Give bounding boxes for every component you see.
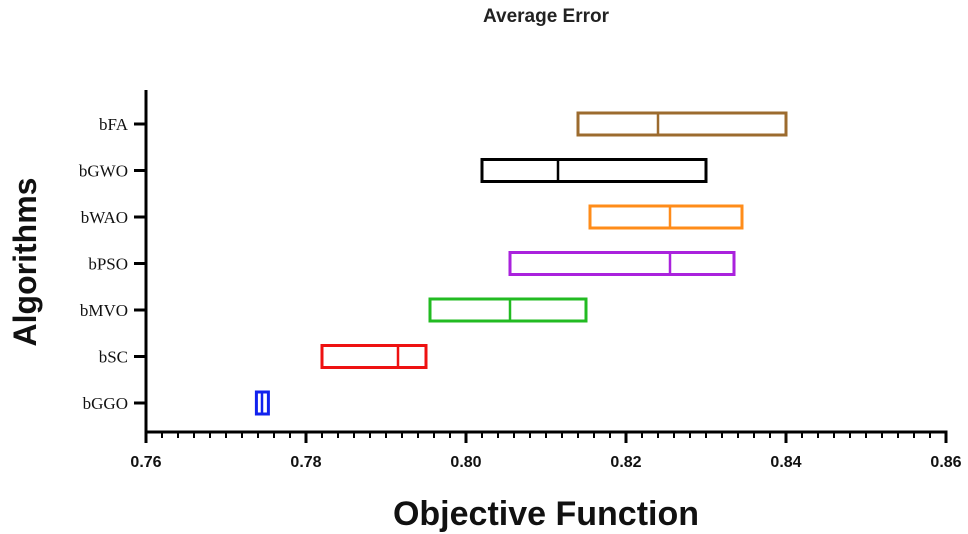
y-tick-label: bGGO xyxy=(83,394,128,413)
y-tick-label: bSC xyxy=(99,348,128,367)
y-tick-label: bMVO xyxy=(80,301,128,320)
chart-title: Average Error xyxy=(483,6,610,27)
axes: 0.76 0.78 0.80 0.82 0.84 0.86 bFA bGWO bWAO bPSO b… xyxy=(79,90,962,471)
y-axis-label: Algorithms xyxy=(7,178,43,347)
box-rect xyxy=(508,251,736,276)
box-rect xyxy=(576,111,788,137)
x-tick-label: 0.78 xyxy=(290,454,321,471)
x-tick-label: 0.76 xyxy=(130,454,161,471)
boxes xyxy=(254,111,788,416)
x-tick-label: 0.84 xyxy=(770,454,801,471)
y-tick-label: bWAO xyxy=(81,208,128,227)
box-rect xyxy=(320,344,428,369)
x-tick-label: 0.86 xyxy=(930,454,961,471)
box-rect xyxy=(428,297,588,323)
box-bFA xyxy=(576,111,788,137)
y-tick-label: bGWO xyxy=(79,162,128,181)
y-tick-label: bFA xyxy=(99,115,129,134)
y-tick-label: bPSO xyxy=(88,255,128,274)
x-tick-label: 0.80 xyxy=(450,454,481,471)
box-bGGO xyxy=(254,390,270,416)
box-bSC xyxy=(320,344,428,369)
box-bMVO xyxy=(428,297,588,323)
x-axis-label: Objective Function xyxy=(393,495,699,533)
box-rect xyxy=(480,158,708,183)
x-tick-label: 0.82 xyxy=(610,454,641,471)
box-bGWO xyxy=(480,158,708,183)
box-bWAO xyxy=(588,204,744,230)
box-bPSO xyxy=(508,251,736,276)
box-rect xyxy=(588,204,744,230)
